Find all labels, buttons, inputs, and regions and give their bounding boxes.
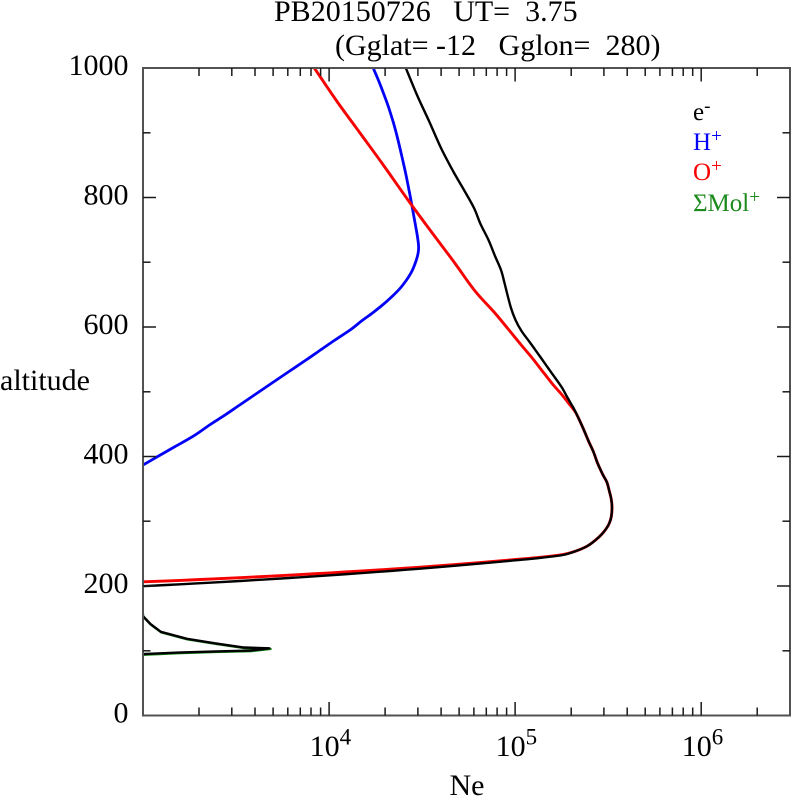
svg-text:800: 800	[84, 179, 129, 212]
svg-text:0: 0	[114, 697, 129, 730]
svg-text:Ne: Ne	[450, 769, 485, 796]
svg-text:PB20150726 UT= 3.75: PB20150726 UT= 3.75	[274, 0, 578, 28]
svg-text:1000: 1000	[69, 49, 129, 82]
svg-text:400: 400	[84, 438, 129, 471]
svg-text:altitude: altitude	[0, 364, 90, 397]
svg-text:200: 200	[84, 567, 129, 600]
svg-text:ΣMol+: ΣMol+	[693, 187, 760, 217]
svg-text:(Gglat= -12 Gglon= 280): (Gglat= -12 Gglon= 280)	[335, 29, 660, 62]
svg-text:600: 600	[84, 308, 129, 341]
